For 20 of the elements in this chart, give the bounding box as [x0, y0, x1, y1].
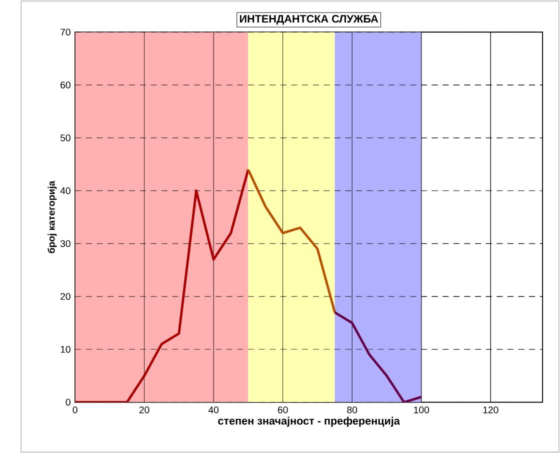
y-tick-label: 30 — [60, 240, 70, 247]
y-axis-title: број категорија — [48, 180, 57, 254]
x-tick-label: 80 — [347, 406, 358, 414]
y-tick-label: 40 — [60, 187, 70, 194]
x-tick-label: 60 — [278, 406, 288, 414]
y-tick-label: 50 — [60, 134, 70, 142]
y-tick-label: 20 — [60, 293, 70, 300]
x-tick-label: 0 — [72, 406, 78, 414]
line-series — [334, 311, 423, 402]
x-axis-title: степен значајност - преференција — [218, 416, 400, 427]
x-tick-label: 100 — [414, 406, 430, 414]
y-tick-label: 70 — [60, 28, 70, 36]
x-tick-label: 120 — [483, 406, 498, 414]
y-tick-label: 60 — [60, 82, 70, 88]
x-tick-label: 40 — [208, 406, 219, 414]
x-tick-label: 20 — [139, 406, 150, 414]
line-series — [247, 168, 336, 314]
y-tick-label: 0 — [66, 398, 70, 406]
chart-title: ИНТЕНДАНТСКА СЛУЖБА — [240, 14, 378, 25]
y-tick-label: 10 — [60, 346, 70, 353]
